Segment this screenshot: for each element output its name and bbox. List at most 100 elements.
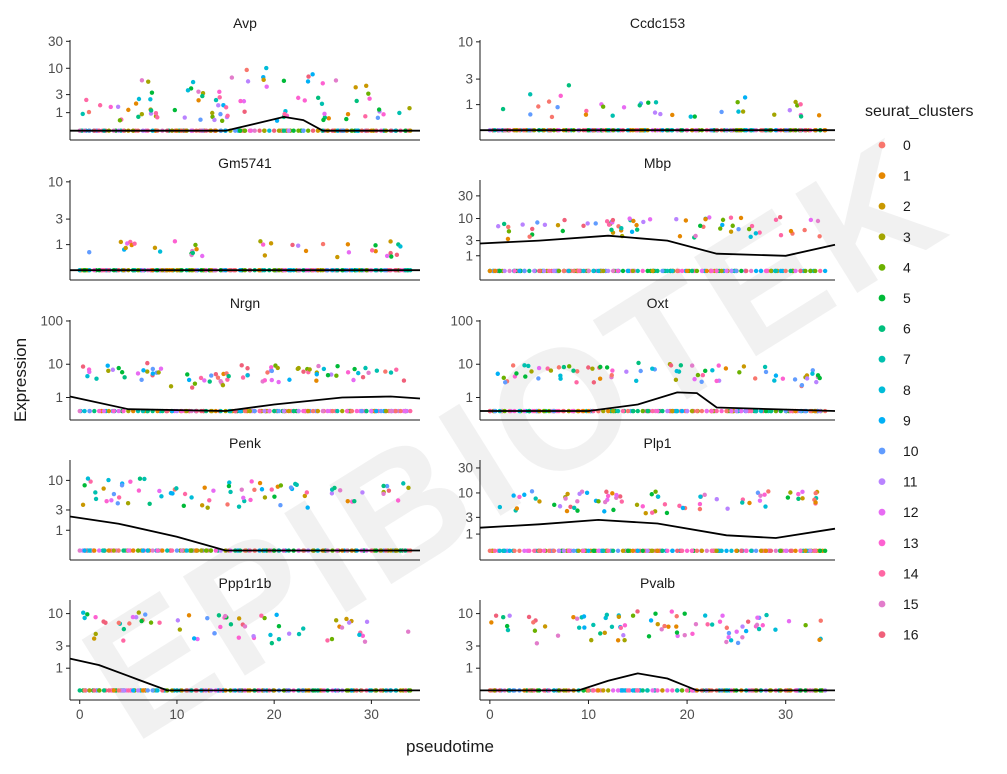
data-point: [116, 365, 121, 371]
data-point: [310, 72, 315, 77]
data-point: [213, 97, 219, 103]
data-point: [675, 548, 680, 553]
x-tick-label: 10: [581, 707, 596, 722]
data-point: [817, 637, 822, 643]
legend-swatch: [878, 172, 886, 180]
data-point: [125, 501, 131, 506]
legend-swatch: [878, 141, 886, 149]
data-point: [354, 98, 359, 104]
data-point: [304, 490, 310, 495]
data-point: [783, 268, 788, 274]
data-point: [684, 688, 690, 693]
data-point: [373, 243, 378, 248]
data-point: [388, 370, 394, 375]
data-point: [758, 408, 764, 414]
legend-label: 11: [903, 474, 918, 490]
y-tick-label: 1: [55, 105, 63, 120]
data-point: [558, 93, 563, 99]
data-point: [802, 227, 807, 233]
y-tick-label: 1: [55, 523, 63, 538]
data-point: [563, 496, 568, 501]
data-point: [581, 268, 586, 274]
data-point: [77, 548, 82, 553]
legend-label: 6: [903, 321, 911, 337]
data-point: [677, 234, 683, 239]
data-point: [158, 366, 164, 371]
data-point: [528, 112, 533, 117]
y-tick-label: 30: [458, 188, 473, 203]
data-point: [718, 226, 723, 231]
data-point: [742, 95, 748, 100]
data-point: [512, 548, 517, 553]
legend-title: seurat_clusters: [865, 103, 974, 120]
data-point: [200, 93, 205, 99]
data-point: [501, 614, 506, 620]
data-point: [303, 248, 309, 254]
data-point: [566, 364, 572, 369]
data-point: [186, 377, 192, 383]
data-point: [813, 500, 818, 505]
data-point: [240, 375, 246, 380]
data-point: [814, 379, 819, 385]
data-point: [376, 107, 382, 112]
data-point: [641, 219, 646, 225]
data-point: [591, 268, 596, 274]
data-point: [165, 548, 170, 553]
data-point: [597, 376, 603, 381]
data-point: [168, 384, 174, 389]
data-point: [527, 268, 532, 274]
data-point: [403, 408, 408, 414]
data-point: [714, 548, 719, 553]
data-point: [216, 103, 221, 108]
data-point: [259, 613, 264, 618]
data-point: [189, 385, 195, 390]
data-point: [634, 502, 640, 508]
data-point: [157, 620, 162, 625]
panel-title: Nrgn: [230, 295, 260, 311]
y-tick-label: 1: [465, 527, 473, 542]
y-tick-label: 3: [55, 212, 63, 227]
legend-label: 13: [903, 535, 919, 551]
legend-swatch: [878, 631, 886, 638]
data-point: [585, 221, 590, 226]
data-point: [758, 548, 764, 553]
data-point: [388, 239, 393, 244]
data-point: [82, 548, 87, 553]
data-point: [301, 128, 306, 133]
data-point: [93, 631, 98, 637]
data-point: [160, 548, 165, 553]
data-point: [373, 248, 378, 254]
data-point: [768, 548, 774, 553]
y-tick-label: 10: [458, 606, 473, 621]
data-point: [510, 363, 516, 368]
data-point: [758, 493, 763, 498]
data-point: [209, 373, 214, 378]
data-point: [615, 548, 621, 553]
data-point: [139, 78, 145, 83]
data-point: [225, 113, 230, 118]
data-point: [693, 233, 698, 239]
watermark-text: EPIBIOTEK: [53, 101, 977, 774]
data-point: [533, 496, 538, 501]
data-point: [586, 548, 591, 553]
y-tick-label: 10: [48, 357, 63, 372]
panel-ppp1r1b: Ppp1r1b 1 3 10 0 10 20 30: [48, 575, 420, 722]
data-point: [763, 268, 769, 274]
data-point: [630, 548, 636, 553]
panel-penk: Penk 1 3 10: [48, 435, 420, 561]
data-point: [546, 99, 552, 104]
data-point: [680, 505, 686, 511]
data-point: [296, 95, 301, 101]
data-point: [271, 128, 277, 133]
data-point: [724, 625, 730, 630]
data-point: [803, 622, 808, 628]
data-point: [808, 548, 813, 553]
data-point: [205, 505, 210, 510]
data-point: [604, 489, 609, 494]
data-point: [262, 495, 268, 500]
data-point: [302, 493, 308, 499]
y-tick-label: 1: [465, 390, 473, 405]
y-tick-label: 100: [40, 313, 63, 328]
data-point: [635, 548, 640, 553]
data-point: [320, 241, 326, 247]
